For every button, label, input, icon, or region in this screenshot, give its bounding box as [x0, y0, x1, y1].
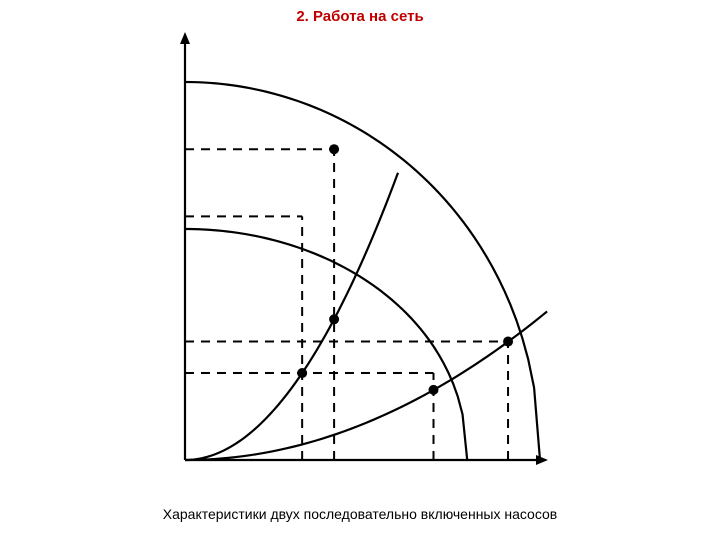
pump-characteristics-diagram — [0, 0, 720, 540]
diagram-caption: Характеристики двух последовательно вклю… — [0, 506, 720, 522]
